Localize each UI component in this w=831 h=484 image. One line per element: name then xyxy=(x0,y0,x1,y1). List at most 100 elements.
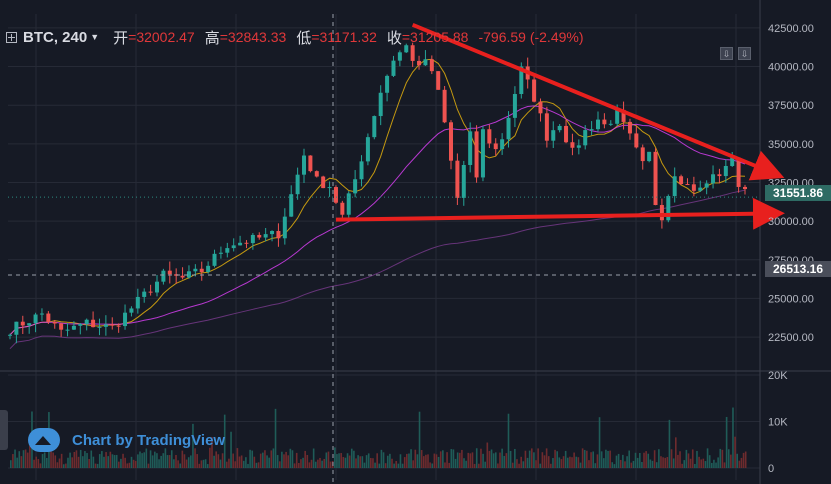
candle-body xyxy=(91,319,96,328)
volume-bar xyxy=(528,450,531,468)
volume-bar xyxy=(90,450,93,468)
volume-bar xyxy=(75,450,78,468)
candle-body xyxy=(608,123,613,125)
chevron-down-icon[interactable]: ▼ xyxy=(90,32,100,42)
volume-bar xyxy=(683,460,686,468)
volume-bar xyxy=(484,461,486,468)
side-panel-handle[interactable] xyxy=(0,410,8,450)
symbol-label[interactable]: BTC, 240 xyxy=(23,28,88,46)
volume-bar xyxy=(96,463,99,468)
candle-body xyxy=(353,179,358,194)
candle-body xyxy=(59,323,64,330)
volume-bar xyxy=(166,455,169,468)
volume-bar xyxy=(475,448,478,468)
low-label: 低 xyxy=(296,29,312,47)
volume-bar xyxy=(467,452,470,468)
volume-bar xyxy=(694,463,696,468)
volume-bar xyxy=(664,457,667,468)
volume-bar xyxy=(310,459,313,468)
volume-bar xyxy=(638,453,641,468)
volume-bar xyxy=(86,453,88,468)
volume-bar xyxy=(679,451,681,468)
volume-bar xyxy=(507,413,510,468)
volume-bar xyxy=(177,460,179,468)
candle-body xyxy=(666,196,671,221)
scroll-left-button[interactable]: ⇩ xyxy=(720,47,733,60)
high-label: 高 xyxy=(204,29,220,47)
volume-bar xyxy=(393,463,395,468)
volume-bar xyxy=(492,453,495,468)
scroll-right-button[interactable]: ⇩ xyxy=(738,47,751,60)
volume-bar xyxy=(346,453,349,468)
candle-body xyxy=(155,281,159,293)
expand-icon[interactable] xyxy=(6,31,17,43)
volume-bar xyxy=(651,460,654,468)
volume-bar xyxy=(710,462,713,468)
volume-bar xyxy=(245,457,247,468)
volume-bar xyxy=(130,456,133,468)
volume-bar xyxy=(687,453,690,468)
candle-body xyxy=(468,131,473,165)
volume-bar xyxy=(494,452,497,468)
volume-bar xyxy=(471,452,474,468)
volume-bar xyxy=(278,461,281,468)
volume-bar xyxy=(187,457,190,468)
volume-bar xyxy=(361,456,364,468)
price-tick-label: 35000.00 xyxy=(768,139,814,151)
candle-body xyxy=(142,291,147,297)
volume-bar xyxy=(264,450,266,468)
candle-body xyxy=(238,242,243,246)
volume-bar xyxy=(147,463,150,468)
volume-bar xyxy=(698,456,700,468)
volume-bar xyxy=(29,445,31,468)
volume-bar xyxy=(325,452,328,468)
volume-bar xyxy=(132,459,135,468)
candle-body xyxy=(359,161,364,180)
volume-bar xyxy=(202,459,205,468)
volume-bar xyxy=(236,448,239,468)
candle-body xyxy=(33,314,38,324)
volume-bar xyxy=(298,462,300,468)
volume-bar xyxy=(221,453,224,468)
volume-bar xyxy=(486,442,489,468)
volume-bar xyxy=(376,453,378,468)
volume-bar xyxy=(391,458,393,468)
volume-bar xyxy=(660,456,662,468)
candle-body xyxy=(711,174,716,184)
volume-bar xyxy=(586,450,588,468)
candle-body xyxy=(404,45,409,53)
volume-bar xyxy=(564,450,567,468)
volume-bar xyxy=(378,463,381,468)
candle-body xyxy=(621,109,626,122)
volume-bar xyxy=(270,450,273,468)
volume-bar xyxy=(312,448,315,468)
volume-bar xyxy=(92,456,95,468)
candle-body xyxy=(199,268,204,272)
volume-bar xyxy=(575,456,578,468)
candle-body xyxy=(730,157,735,166)
volume-bar xyxy=(308,462,311,468)
volume-bar xyxy=(520,456,522,468)
volume-bar xyxy=(590,452,592,468)
volume-bar xyxy=(615,455,618,468)
volume-bar xyxy=(649,459,652,468)
candle-body xyxy=(723,165,728,177)
volume-bar xyxy=(738,460,741,468)
candle-body xyxy=(391,60,396,76)
volume-bar xyxy=(242,460,245,468)
candle-body xyxy=(634,133,639,148)
candle-body xyxy=(263,234,268,238)
volume-bar xyxy=(56,462,59,468)
volume-bar xyxy=(685,449,688,468)
candle-body xyxy=(135,296,140,309)
volume-bar xyxy=(596,454,599,468)
volume-bar xyxy=(702,458,705,468)
volume-bar xyxy=(516,459,518,468)
tradingview-watermark[interactable]: Chart by TradingView xyxy=(28,428,225,452)
volume-bar xyxy=(103,456,105,468)
candle-body xyxy=(538,101,543,114)
candle-body xyxy=(123,312,128,327)
volume-bar xyxy=(41,454,44,468)
volume-bar xyxy=(721,449,724,468)
